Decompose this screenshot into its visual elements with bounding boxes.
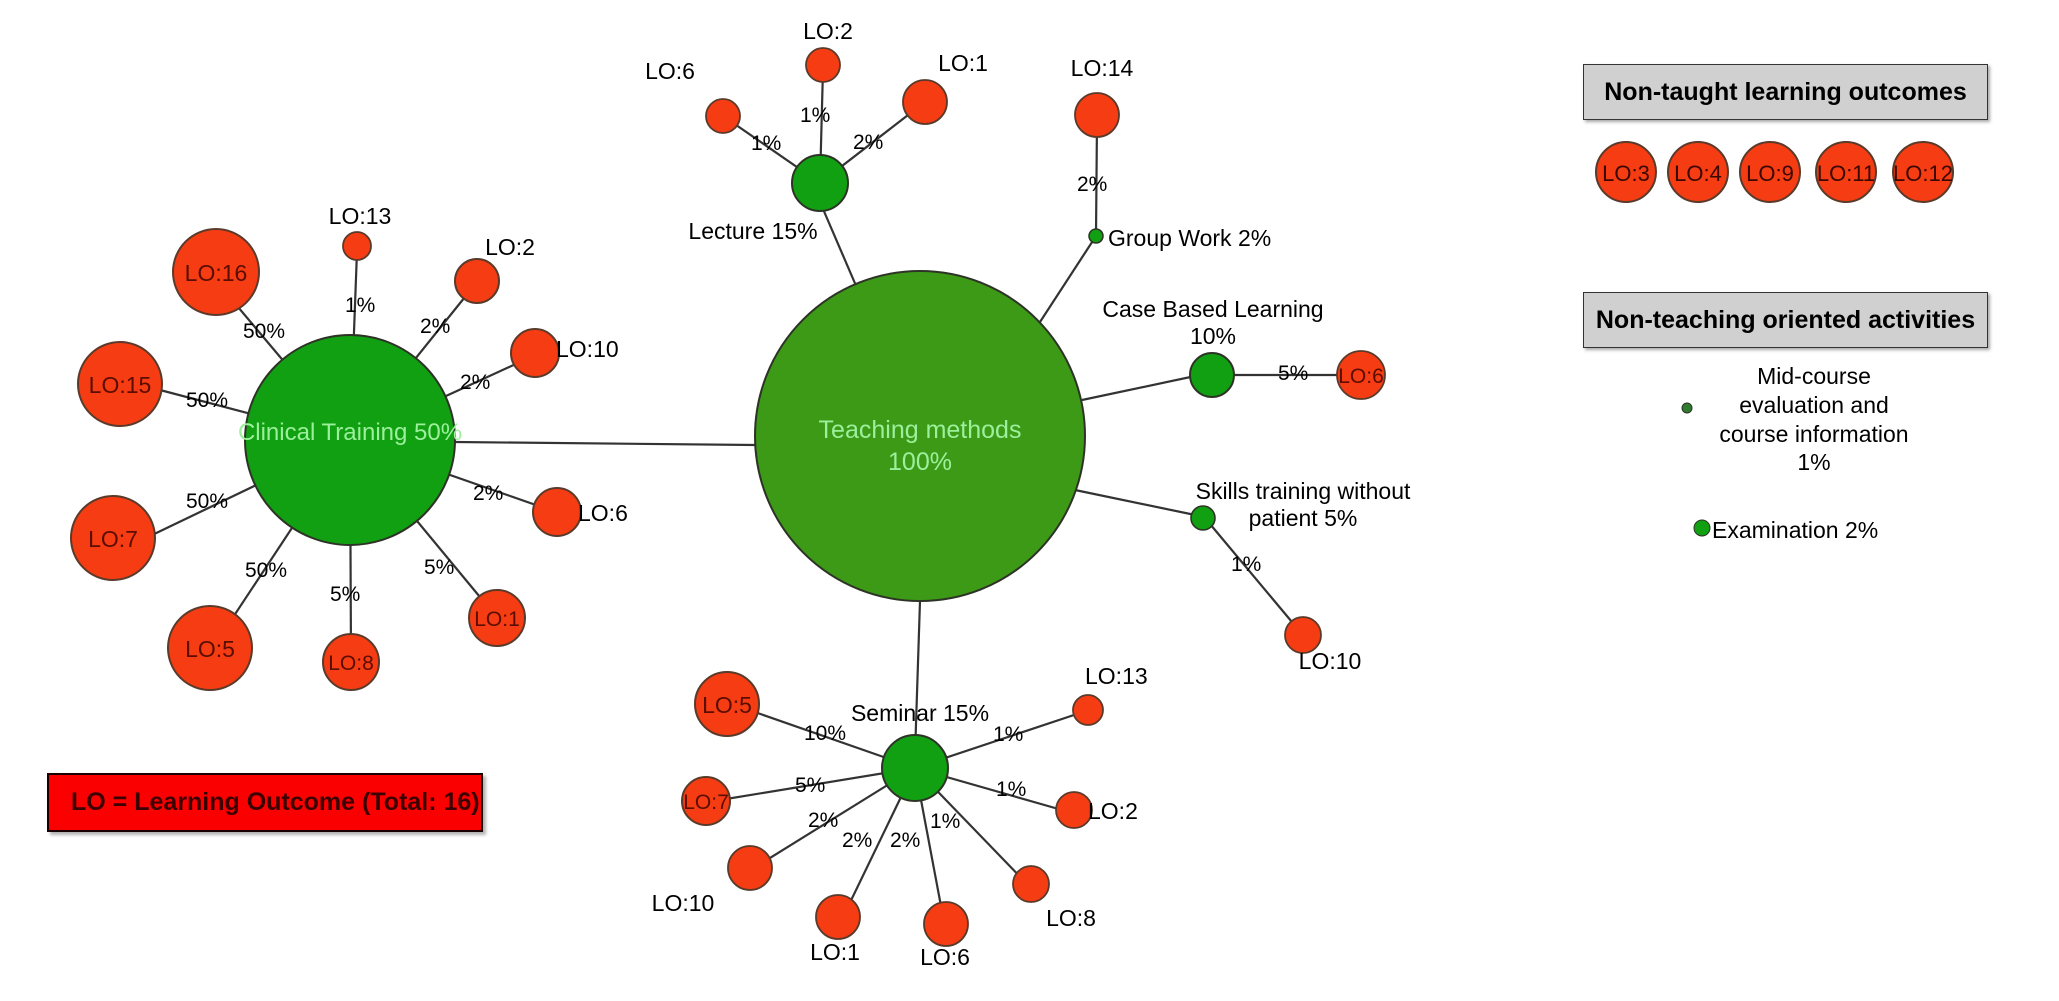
edge-groupwork-lo14 [1094, 119, 1099, 237]
node-lo5-seminar[interactable] [694, 671, 760, 737]
node-lo16-clinical[interactable] [172, 228, 260, 316]
node-teaching-methods[interactable] [754, 270, 1086, 602]
node-lo6-seminar[interactable] [923, 901, 969, 947]
node-lo9-nontaught[interactable] [1739, 141, 1801, 203]
node-lo13-clinical[interactable] [342, 231, 372, 261]
node-lo14-groupwork[interactable] [1074, 92, 1120, 138]
node-clinical-training[interactable] [244, 334, 456, 546]
node-lo5-clinical[interactable] [167, 605, 253, 691]
legend-text: LO = Learning Outcome (Total: 16) [71, 788, 480, 816]
edge-center-groupwork [1039, 235, 1097, 323]
node-lecture[interactable] [791, 154, 849, 212]
node-lo12-nontaught[interactable] [1892, 141, 1954, 203]
label-teaching-methods-line1: Teaching methods [819, 416, 1022, 444]
node-lo15-clinical[interactable] [77, 341, 163, 427]
node-group-work[interactable] [1088, 228, 1104, 244]
label-lo5-seminar: LO:5 [702, 692, 752, 718]
bullet-mid-course-evaluation [1681, 402, 1693, 414]
label-lo9-nontaught: LO:9 [1746, 161, 1794, 186]
activity-examination: Examination 2% [1712, 517, 1879, 543]
bullet-examination [1693, 519, 1711, 537]
edge-center-lecture [818, 201, 859, 289]
activity-mid-course-evaluation: Mid-course evaluation and course informa… [1719, 363, 1909, 476]
node-lo1-seminar[interactable] [815, 894, 861, 940]
node-lo7-clinical[interactable] [70, 495, 156, 581]
node-lo3-nontaught[interactable] [1595, 141, 1657, 203]
label-lo11-nontaught: LO:11 [1817, 161, 1875, 186]
label-lo12-nontaught: LO:12 [1893, 161, 1953, 186]
node-skills-training[interactable] [1190, 505, 1216, 531]
edge-center-clinical [454, 440, 756, 447]
node-lo2-seminar[interactable] [1055, 791, 1093, 829]
node-lo2-lecture[interactable] [805, 47, 841, 83]
node-lo4-nontaught[interactable] [1667, 141, 1729, 203]
node-lo11-nontaught[interactable] [1815, 141, 1877, 203]
node-lo10-seminar[interactable] [727, 845, 773, 891]
label-lo7-clinical: LO:7 [88, 526, 138, 552]
node-case-based-learning[interactable] [1189, 352, 1235, 398]
node-seminar[interactable] [881, 734, 949, 802]
node-layer [70, 47, 1954, 947]
label-lo15-clinical: LO:15 [89, 372, 152, 398]
edge-center-case [1081, 373, 1201, 402]
edge-skills-lo10 [1209, 523, 1298, 629]
panel-non-taught-title: Non-taught learning outcomes [1604, 77, 1967, 106]
node-lo8-clinical[interactable] [322, 633, 380, 691]
node-lo13-seminar[interactable] [1072, 694, 1104, 726]
label-lo5-clinical: LO:5 [185, 636, 235, 662]
panel-non-taught-learning-outcomes: Non-taught learning outcomes [1583, 64, 1988, 120]
node-lo7-seminar[interactable] [681, 776, 731, 826]
label-teaching-methods-line2: 100% [888, 448, 952, 476]
label-lo4-nontaught: LO:4 [1674, 161, 1722, 186]
node-lo2-clinical[interactable] [454, 258, 500, 304]
label-lo6-case: LO:6 [1338, 365, 1384, 388]
panel-non-teaching-oriented-activities: Non-teaching oriented activities [1583, 292, 1988, 348]
node-lo6-clinical[interactable] [532, 487, 582, 537]
node-lo10-clinical[interactable] [510, 328, 560, 378]
label-lo7-seminar: LO:7 [683, 791, 729, 814]
node-lo6-case[interactable] [1336, 350, 1386, 400]
label-lo16-clinical: LO:16 [185, 260, 248, 286]
node-text-layer: Teaching methods 100% Clinical Training … [88, 161, 1953, 814]
node-lo1-clinical[interactable] [468, 589, 526, 647]
legend-learning-outcome: LO = Learning Outcome (Total: 16) [47, 773, 483, 832]
label-lo3-nontaught: LO:3 [1602, 161, 1650, 186]
node-lo8-seminar[interactable] [1012, 865, 1050, 903]
edge-center-seminar [913, 600, 922, 756]
label-clinical-training: Clinical Training 50% [238, 419, 462, 446]
label-lo8-clinical: LO:8 [328, 652, 374, 675]
node-lo10-skills[interactable] [1284, 616, 1322, 654]
label-lo1-clinical: LO:1 [474, 608, 520, 631]
node-lo6-lecture[interactable] [705, 98, 741, 134]
node-lo1-lecture[interactable] [902, 79, 948, 125]
panel-non-teaching-title: Non-teaching oriented activities [1595, 305, 1976, 334]
edge-center-skills [1074, 488, 1201, 518]
